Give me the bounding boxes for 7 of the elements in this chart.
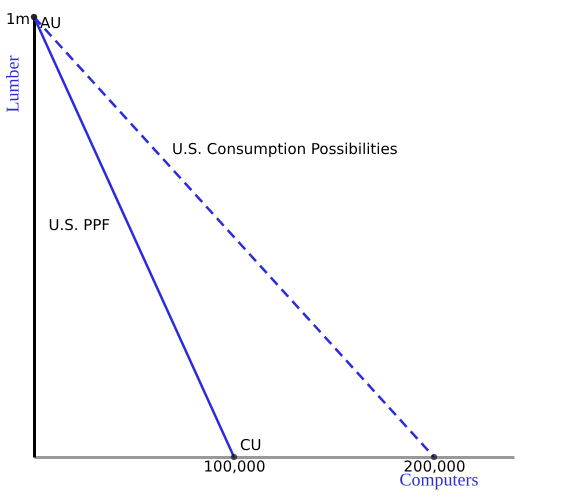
x-tick-label: 100,000 — [203, 458, 266, 476]
y-axis-title: Lumber — [2, 56, 22, 112]
annotation: AU — [40, 14, 62, 32]
text: 1m — [6, 10, 30, 28]
series-label: U.S. Consumption Possibilities — [172, 140, 398, 158]
series-label: U.S. PPF — [48, 216, 110, 234]
annotation: CU — [240, 436, 262, 454]
